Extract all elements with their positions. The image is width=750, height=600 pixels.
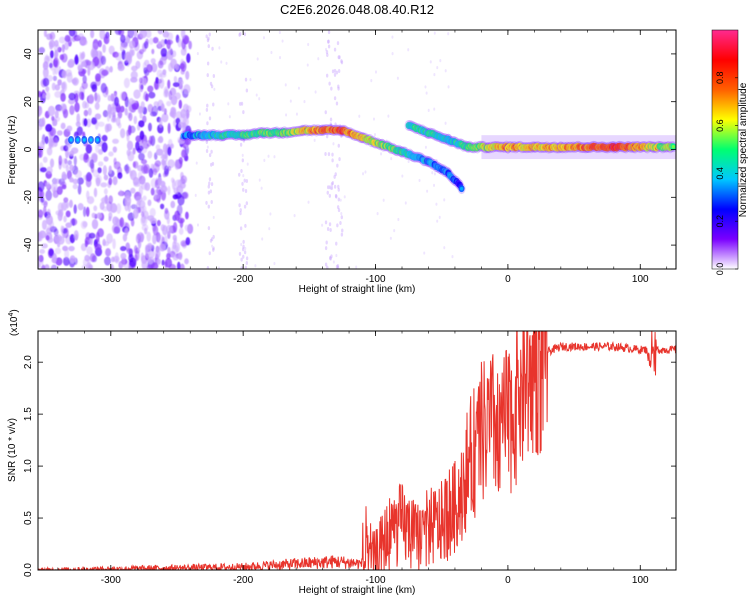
colorbar-frame xyxy=(711,29,739,270)
spectrogram-y-tick-label: 0 xyxy=(23,146,34,152)
spectrogram-y-tick-label: 40 xyxy=(23,48,34,60)
spectrogram-x-ticks: -300 -200 -100 0 100 xyxy=(57,30,668,285)
spectrogram-image xyxy=(38,30,676,269)
snr-y-tick-label: 1.0 xyxy=(23,459,34,473)
spectrogram-x-tick-label: -100 xyxy=(366,274,386,285)
colorbar: 0.0 0.2 0.4 0.6 0.8 Normalized spectral ampl… xyxy=(711,29,749,276)
colorbar-gradient xyxy=(712,30,738,269)
snr-series-line xyxy=(38,331,676,570)
snr-x-tick-label: -100 xyxy=(366,575,386,586)
main-branch xyxy=(179,124,466,195)
snr-x-tick-label: -300 xyxy=(101,575,121,586)
colorbar-ticks: 0.0 0.2 0.4 0.6 0.8 xyxy=(715,72,738,276)
snr-y-ticks: 0.0 0.5 1.0 1.5 2.0 xyxy=(23,355,676,577)
secondary-branch xyxy=(404,120,676,154)
snr-y-label: SNR (10 * v/v) xyxy=(7,418,18,482)
snr-x-tick-label: -200 xyxy=(233,575,253,586)
colorbar-tick-label: 0.2 xyxy=(715,215,725,228)
colorbar-tick-label: 0.8 xyxy=(715,72,725,85)
spectrogram-y-tick-label: 20 xyxy=(23,96,34,108)
spectrogram-y-tick-label: -40 xyxy=(23,237,34,252)
colorbar-tick-label: 0.6 xyxy=(715,119,725,132)
spectrogram-x-tick-label: 100 xyxy=(632,274,649,285)
snr-y-multiplier: (x104) xyxy=(8,309,20,336)
low-cluster xyxy=(68,135,101,144)
snr-y-tick-label: 2.0 xyxy=(23,355,34,369)
snr-x-label: Height of straight line (km) xyxy=(299,585,416,596)
figure-title: C2E6.2026.048.08.40.R12 xyxy=(280,2,434,17)
snr-x-tick-label: 100 xyxy=(632,575,649,586)
spectrogram-y-ticks: -40 -20 0 20 40 xyxy=(23,48,676,252)
spectrogram-x-tick-label: -200 xyxy=(233,274,253,285)
snr-frame xyxy=(37,330,677,571)
snr-y-tick-label: 1.5 xyxy=(23,407,34,421)
snr-plot-area xyxy=(38,331,676,570)
spectrogram-noise xyxy=(38,30,194,269)
snr-panel: -300 -200 -100 0 100 0.0 0.5 1.0 1.5 2.0 Height … xyxy=(7,309,677,596)
snr-x-ticks: -300 -200 -100 0 100 xyxy=(57,331,668,586)
spectrogram-x-label: Height of straight line (km) xyxy=(299,284,416,295)
snr-x-tick-label: 0 xyxy=(505,575,511,586)
spectrogram-x-tick-label: -300 xyxy=(101,274,121,285)
spectrogram-y-tick-label: -20 xyxy=(23,190,34,205)
colorbar-tick-label: 0.0 xyxy=(715,263,725,276)
spectrogram-y-label: Frequency (Hz) xyxy=(7,116,18,185)
spectrogram-x-tick-label: 0 xyxy=(505,274,511,285)
snr-y-tick-label: 0.5 xyxy=(23,511,34,525)
colorbar-label: Normalized spectral amplitude xyxy=(738,82,749,217)
snr-y-tick-label: 0.0 xyxy=(23,563,34,577)
spectrogram-sparse-noise xyxy=(194,30,454,269)
colorbar-tick-label: 0.4 xyxy=(715,167,725,180)
